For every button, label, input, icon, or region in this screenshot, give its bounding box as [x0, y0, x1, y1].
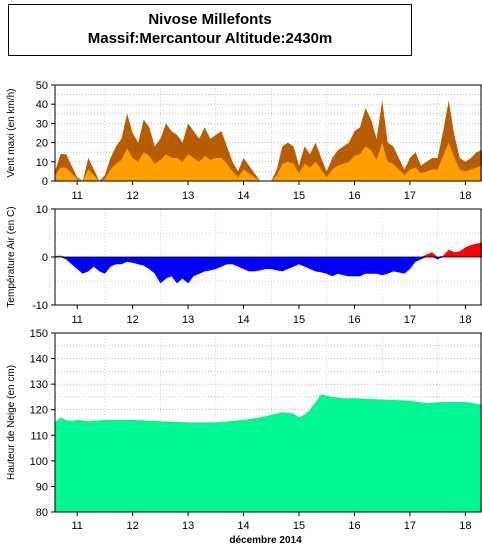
wind-ytick-label: 20: [36, 138, 48, 150]
temperature-ylabel: Température Air (en C): [6, 206, 17, 307]
chart-title-box: Nivose Millefonts Massif:Mercantour Alti…: [8, 4, 412, 56]
wind-xtick-label: 18: [459, 190, 471, 202]
wind-mean-area: [55, 142, 482, 181]
snow_depth-xtick-label: 16: [348, 520, 360, 532]
wind-xtick-label: 13: [182, 190, 194, 202]
snow_depth-xtick-label: 12: [127, 520, 139, 532]
temperature-xtick-label: 16: [348, 314, 360, 326]
wind-xtick-label: 12: [127, 190, 139, 202]
temperature-xtick-label: 11: [71, 314, 82, 326]
snow_depth-xtick-label: 14: [237, 520, 249, 532]
temperature-xtick-label: 12: [127, 314, 139, 326]
temperature-ytick-label: -10: [32, 300, 48, 312]
wind-ytick-label: 10: [36, 157, 48, 169]
snow_depth-xtick-label: 17: [404, 520, 416, 532]
wind-ytick-label: 30: [36, 118, 48, 130]
snow_depth-panel: 80 90 100 110 120 130 140 150 11 12 13 14 15 16 17 18 Ha…: [6, 328, 482, 546]
chart-title-line1: Nivose Millefonts: [148, 11, 272, 28]
snow_depth-ytick-label: 100: [30, 456, 48, 468]
temp-negative-area: [55, 257, 482, 284]
wind-ytick-label: 50: [36, 80, 48, 92]
wind-xtick-label: 11: [71, 190, 82, 202]
snow_depth-ytick-label: 140: [30, 354, 48, 366]
wind-ytick-label: 40: [36, 99, 48, 111]
chart-title-line2: Massif:Mercantour Altitude:2430m: [87, 30, 333, 47]
wind-xtick-label: 15: [293, 190, 305, 202]
wind-xtick-label: 14: [237, 190, 249, 202]
snow_depth-ytick-label: 120: [30, 405, 48, 417]
wind-xtick-label: 17: [404, 190, 416, 202]
snow_depth-ytick-label: 130: [30, 379, 48, 391]
wind-series-group: [55, 100, 482, 181]
snow_depth-ytick-label: 150: [30, 328, 48, 340]
wind-panel: 0 10 20 30 40 50 11 12 13 14 15 16 17 18 Vent maxi (en…: [6, 80, 482, 202]
snow_depth-xtick-label: 18: [459, 520, 471, 532]
snow_depth-ytick-label: 80: [36, 507, 48, 519]
wind-ylabel: Vent maxi (en km/h): [6, 89, 17, 178]
temperature-ytick-label: 10: [36, 204, 48, 216]
temperature-xtick-label: 14: [237, 314, 249, 326]
temperature-xtick-label: 15: [293, 314, 305, 326]
snow-depth-area: [55, 394, 482, 512]
temperature-xtick-label: 17: [404, 314, 416, 326]
snow_depth-ytick-label: 90: [36, 481, 48, 493]
temperature-xtick-label: 18: [459, 314, 471, 326]
snow_depth-xlabel: décembre 2014: [229, 535, 302, 546]
snow_depth-frame: [54, 332, 482, 513]
temperature-ytick-label: 0: [42, 252, 48, 264]
wind-ytick-label: 0: [42, 176, 48, 188]
snow_depth-series-group: [55, 394, 482, 512]
snow_depth-ylabel: Hauteur de Neige (en cm): [6, 365, 17, 480]
snow_depth-xtick-label: 11: [71, 520, 82, 532]
snow_depth-ytick-label: 110: [30, 430, 48, 442]
temperature-panel: -10 0 10 11 12 13 14 15 16 17 18 Température Air (e…: [6, 204, 482, 326]
temperature-series-group: [55, 242, 482, 284]
wind-xtick-label: 16: [348, 190, 360, 202]
temp-positive-area: [55, 242, 482, 257]
temperature-xtick-label: 13: [182, 314, 194, 326]
snow_depth-xtick-label: 15: [293, 520, 305, 532]
snow_depth-xtick-label: 13: [182, 520, 194, 532]
wind-frame: [54, 84, 482, 182]
